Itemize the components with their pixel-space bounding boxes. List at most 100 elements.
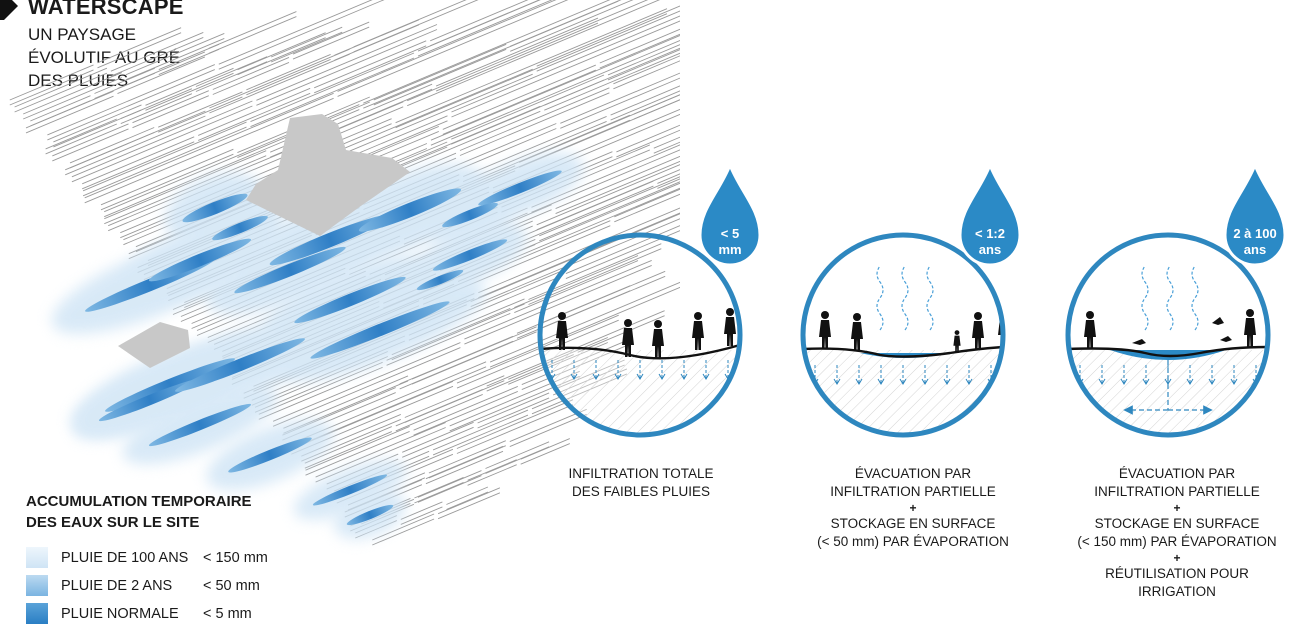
scenario-circle-1 [537,165,762,438]
drop-label-line: ans [978,242,1002,257]
contour-line [82,0,541,190]
contour-line [14,31,204,108]
contour-line [108,0,649,227]
caption-line: IRRIGATION [1138,584,1216,599]
caption-line: (< 150 mm) PAR ÉVAPORATION [1077,534,1277,549]
water-pool [442,202,498,228]
drop-label-line: mm [718,242,742,257]
scenario-caption: ÉVACUATION PAR INFILTRATION PARTIELLE + … [1047,465,1298,601]
contour-line [53,37,326,148]
contour-line [258,260,639,420]
infiltration-arrow-head [614,373,622,380]
contour-line [82,0,553,197]
water-pool [98,378,202,422]
drop-label-line: < 5 [720,226,740,241]
legend-item-name: PLUIE NORMALE [61,605,179,622]
contour-line [47,0,373,136]
caption-line: INFILTRATION PARTIELLE [830,484,996,499]
contour-line [30,43,220,122]
contour-line [53,32,326,143]
subtitle-line: ÉVOLUTIF AU GRÉ [28,48,181,67]
caption-plus: + [909,501,917,515]
infiltration-arrow-head [877,378,885,385]
contour-line [272,264,652,427]
infiltration-arrow-head [702,373,710,380]
contour-line [84,0,569,204]
water-pool [358,188,462,232]
contour-line [372,492,501,546]
contour-line [25,11,297,129]
infiltration-arrow-head [570,373,578,380]
legend-item: PLUIE DE 2 ANS < 50 mm [26,575,260,596]
contour-line [272,259,652,422]
water-pool [234,246,346,294]
contour-line [45,31,343,155]
contour-line [9,32,182,106]
water-pool [148,238,252,282]
drop-label-line: < 1:2 [975,226,1005,241]
infiltration-arrow-head [592,373,600,380]
legend-item-value: < 5 mm [203,605,252,622]
water-pool [432,239,508,271]
infiltration-arrow-head [833,378,841,385]
scenario-caption: ÉVACUATION PAR INFILTRATION PARTIELLE + … [783,465,1043,551]
irrigation-arrows [1123,360,1213,415]
infiltration-arrow-head [855,378,863,385]
legend-swatch [26,547,48,568]
water-pool [269,214,391,266]
drop-label-line: 2 à 100 [1233,226,1277,241]
infiltration-arrow-head [1208,378,1216,385]
water-pool [346,504,394,526]
contour-line [69,19,420,164]
water-pool [416,269,464,291]
contour-line [14,36,204,113]
people-silhouettes [819,309,1003,353]
rain-drop-icon [958,165,1022,267]
water-pool [294,276,406,324]
water-pool [228,437,312,473]
legend-item-value: < 150 mm [203,549,268,566]
legend-title-line: DES EAUX SUR LE SITE [26,514,200,531]
contour-line [47,0,385,141]
building-small [118,322,190,368]
caption-line: INFILTRATION TOTALE [568,466,714,481]
infiltration-arrow-head [1098,378,1106,385]
infiltration-arrow-head [636,373,644,380]
infiltration-arrow-head [1230,378,1238,385]
subtitle-line: UN PAYSAGE [28,25,137,44]
legend-title-line: ACCUMULATION TEMPORAIRE [26,493,252,510]
legend-item-value: < 50 mm [203,577,260,594]
caption-line: INFILTRATION PARTIELLE [1094,484,1260,499]
scenario-caption: INFILTRATION TOTALE DES FAIBLES PLUIES [511,465,771,501]
legend-item-name: PLUIE DE 2 ANS [61,577,173,594]
infiltration-arrow-head [899,378,907,385]
arrow-marker-icon [0,0,18,20]
caption-line: ÉVACUATION PAR [854,466,972,481]
contour-line [65,0,467,171]
contour-line [108,0,661,232]
infiltration-arrow-head [1142,378,1150,385]
page-title: WATERSCAPE [28,0,184,19]
contour-line [71,24,438,178]
drop-label-line: ans [1243,242,1267,257]
caption-line: (< 50 mm) PAR ÉVAPORATION [817,534,1009,549]
evaporation-waves [876,265,934,331]
building-large [246,114,410,236]
rain-drop-icon [1223,165,1287,267]
infiltration-arrow-head [658,373,666,380]
infiltration-arrow-head [680,373,688,380]
caption-line: DES FAIBLES PLUIES [571,484,711,499]
water-pools [85,170,562,526]
contour-line [82,0,541,192]
contour-line [9,27,182,101]
legend-swatch [26,575,48,596]
contour-line [52,21,370,157]
site-plan-axonometric [9,0,680,546]
water-pool [182,193,248,223]
rain-drop-icon [698,165,762,267]
caption-line: STOCKAGE EN SURFACE [1094,516,1260,531]
legend-swatch [26,603,48,624]
legend-title: ACCUMULATION TEMPORAIRE DES EAUX SUR LE … [26,491,252,533]
water-pool [148,403,252,447]
scenario-circle-2 [800,165,1022,438]
